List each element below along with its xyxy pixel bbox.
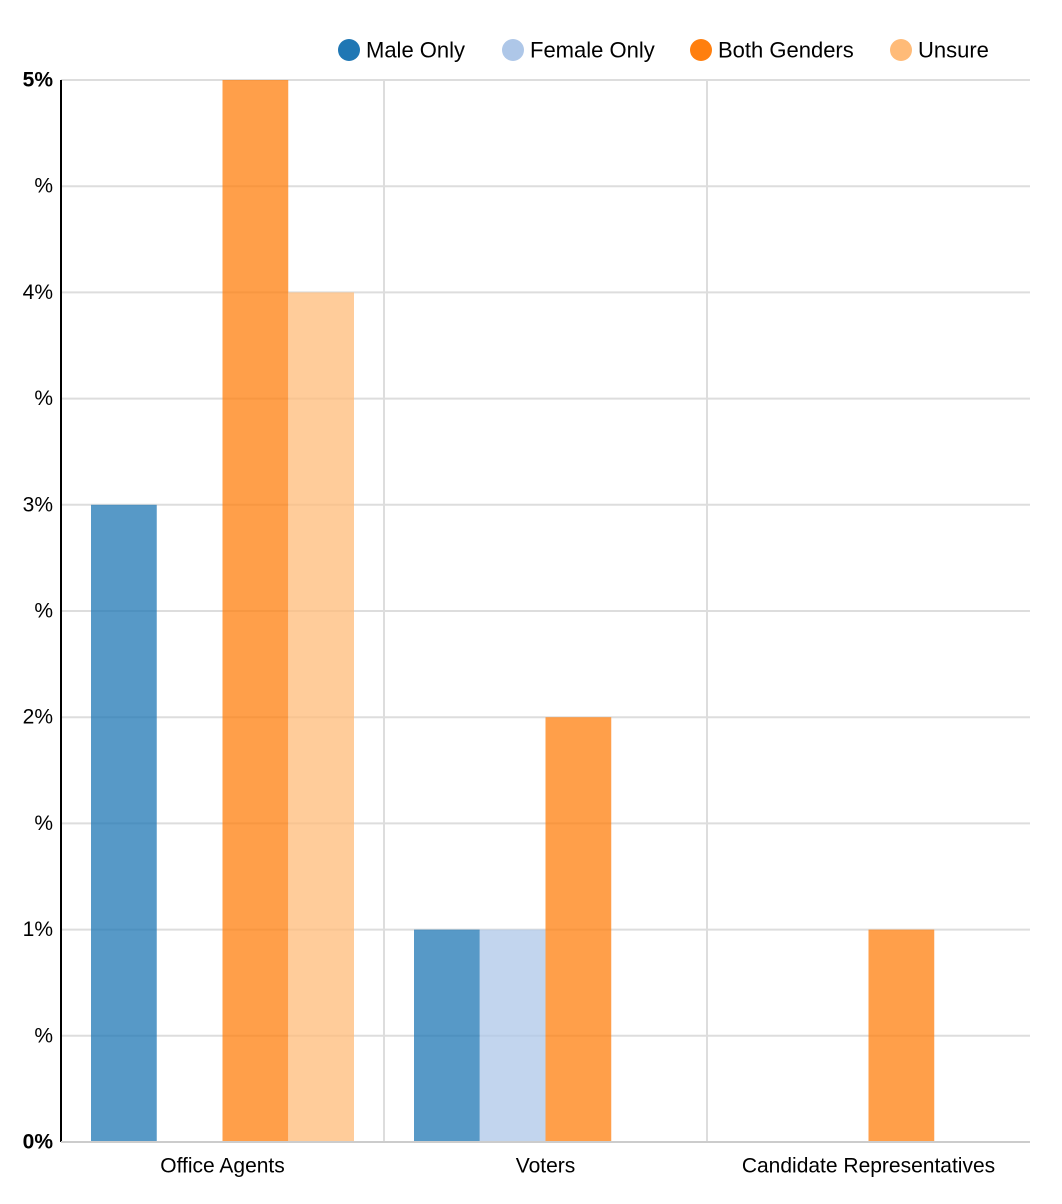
y-tick-label: 2% [23,706,53,729]
x-tick-label: Office Agents [160,1155,285,1178]
bar-both-genders[interactable] [222,80,289,1142]
bar-male-only[interactable] [414,929,480,1142]
legend-swatch-icon [690,39,712,61]
x-tick-label: Candidate Representatives [742,1155,995,1178]
bar-unsure[interactable] [288,292,354,1142]
y-tick-label: % [34,387,53,410]
y-tick-label: 4% [23,281,53,304]
y-tick-label: % [34,600,53,623]
y-tick-label: % [34,812,53,835]
bar-both-genders[interactable] [868,929,935,1142]
legend-item[interactable]: Male Only [338,38,465,63]
legend-swatch-icon [890,39,912,61]
legend-swatch-icon [502,39,524,61]
y-tick-label: 1% [23,918,53,941]
bar-male-only[interactable] [91,504,157,1142]
y-tick-label: 0% [23,1131,54,1154]
legend-item[interactable]: Female Only [502,38,655,63]
y-tick-label: % [34,175,53,198]
bars [91,80,935,1142]
y-tick-label: 3% [23,493,53,516]
legend-label: Female Only [530,38,655,63]
legend-label: Both Genders [718,38,854,63]
legend: Male Only Female Only Both Genders Unsure [338,38,989,63]
legend-item[interactable]: Both Genders [690,38,854,63]
x-tick-label: Voters [516,1155,576,1178]
y-tick-label: 5% [23,69,54,92]
bar-both-genders[interactable] [545,717,612,1142]
bar-female-only[interactable] [479,929,546,1142]
legend-swatch-icon [338,39,360,61]
y-tick-label: % [34,1024,53,1047]
legend-label: Male Only [366,38,465,63]
legend-item[interactable]: Unsure [890,38,989,63]
legend-label: Unsure [918,38,989,63]
axes: 0%% 1%% 2%% 3%% 4%% 5% Office Agents Voters Cand… [23,69,1030,1178]
